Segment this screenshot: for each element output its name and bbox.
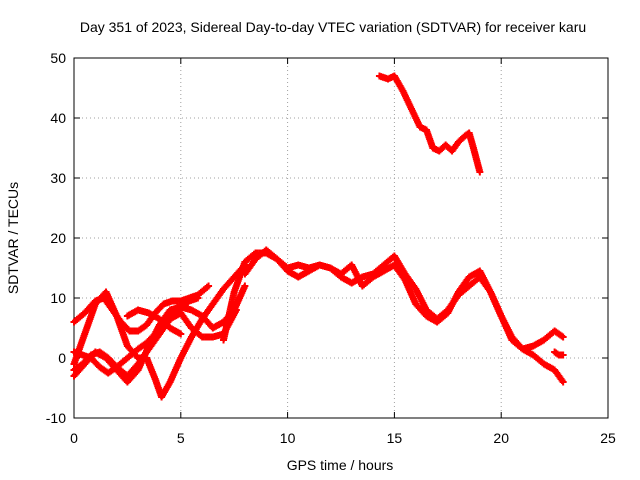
series-arc-9 [375,72,484,176]
chart-title: Day 351 of 2023, Sidereal Day-to-day VTE… [80,19,586,35]
y-tick-label: 0 [58,350,66,366]
x-tick-label: 25 [600,430,616,446]
y-tick-label: 20 [50,230,66,246]
series-arc-5 [70,294,202,377]
data-point [559,378,567,386]
series-arc-10 [551,348,567,359]
data-point [194,294,202,302]
y-tick-label: 40 [50,110,66,126]
x-tick-label: 20 [493,430,509,446]
data-point [559,351,567,359]
y-tick-label: -10 [46,410,66,426]
x-tick-label: 5 [177,430,185,446]
x-tick-label: 10 [280,430,296,446]
series-arc-6 [123,306,185,338]
series-arc-8 [241,246,567,353]
data-point [177,330,185,338]
data-point [559,333,567,341]
series-arc-7 [220,249,567,386]
gridlines [74,58,608,418]
y-axis-label: SDTVAR / TECUs [5,182,21,294]
data-points [70,72,567,401]
y-tick-label: 10 [50,290,66,306]
x-tick-label: 15 [387,430,403,446]
series-arc-3 [70,261,249,401]
x-axis-label: GPS time / hours [287,457,394,473]
y-tick-label: 30 [50,170,66,186]
y-tick-label: 50 [50,50,66,66]
data-point [205,282,213,290]
data-point [241,282,249,290]
x-tick-label: 0 [70,430,78,446]
data-point [476,168,484,176]
